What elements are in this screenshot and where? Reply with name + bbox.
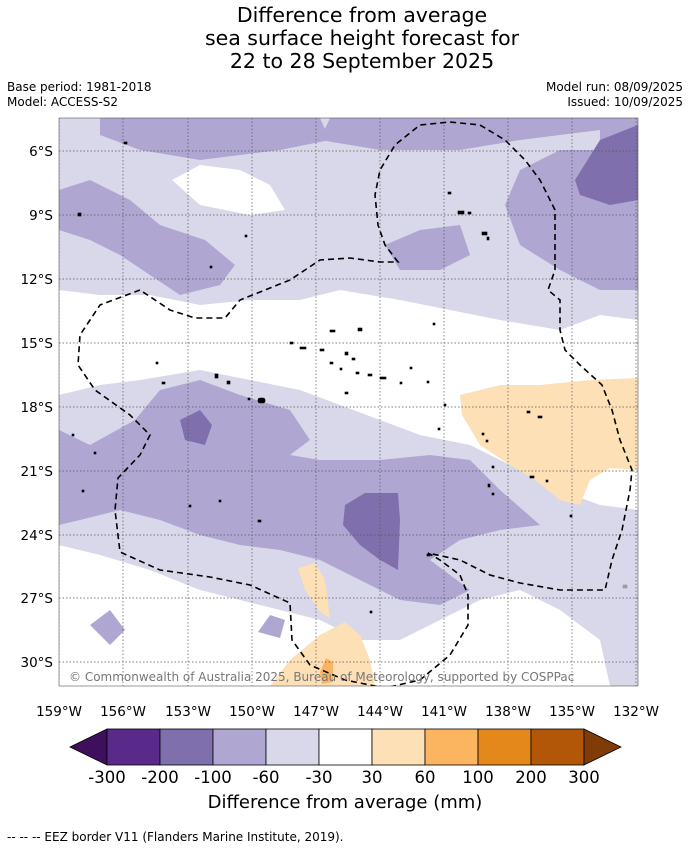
map-plot: © Commonwealth of Australia 2025, Bureau…	[59, 118, 638, 686]
lat-tick-9s: 9°S	[29, 208, 53, 224]
positive-region-south-small	[298, 563, 330, 618]
lat-tick-30s: 30°S	[21, 655, 54, 671]
lon-tick-144w: 144°W	[357, 704, 403, 720]
eez-footnote: -- -- -- EEZ border V11 (Flanders Marine…	[7, 830, 344, 844]
anomaly-region-north-neutral	[172, 165, 285, 215]
title-line-3: 22 to 28 September 2025	[229, 49, 495, 73]
colorbar-bin-1	[106, 728, 161, 766]
lat-tick-6s: 6°S	[29, 144, 53, 160]
anomaly-region-center-mid	[385, 225, 470, 270]
lon-tick-141w: 141°W	[421, 704, 467, 720]
copyright-notice: © Commonwealth of Australia 2025, Bureau…	[69, 670, 574, 684]
colorbar-extend-low	[69, 728, 108, 766]
colorbar-bin-9	[530, 728, 585, 766]
anomaly-region-west-dark	[180, 410, 212, 445]
anomaly-region-ne-mid	[320, 118, 638, 290]
lon-tick-156w: 156°W	[100, 704, 146, 720]
colorbar-tick-m60: -60	[253, 768, 280, 787]
anomaly-region-ne-dark	[575, 125, 638, 205]
colorbar-tick-m100: -100	[194, 768, 231, 787]
colorbar	[69, 728, 622, 766]
anomaly-region-south-mid	[59, 380, 540, 605]
colorbar-bin-8	[477, 728, 532, 766]
colorbar-extend-high	[583, 728, 622, 766]
colorbar-tick-m30: -30	[306, 768, 333, 787]
lat-tick-15s: 15°S	[21, 336, 54, 352]
colorbar-tick-labels: -300 -200 -100 -60 -30 30 60 100 200 300	[88, 768, 599, 787]
colorbar-label: Difference from average (mm)	[207, 792, 483, 813]
anomaly-region-sw-small	[90, 610, 125, 645]
base-period: Base period: 1981-2018	[7, 80, 152, 94]
title-line-2: sea surface height forecast for	[204, 26, 520, 50]
islands	[71, 141, 628, 614]
colorbar-tick-60: 60	[415, 768, 436, 787]
positive-region-south-strong	[320, 658, 333, 684]
lon-tick-159w: 159°W	[36, 704, 82, 720]
gridlines	[59, 118, 638, 686]
issued-date: Issued: 10/09/2025	[567, 95, 683, 109]
lat-tick-27s: 27°S	[21, 591, 54, 607]
anomaly-region-west-mid	[59, 180, 235, 295]
positive-region-east	[460, 378, 638, 505]
colorbar-bin-3	[212, 728, 267, 766]
anomaly-region-nw-mid	[100, 118, 330, 160]
meta-left: Base period: 1981-2018 Model: ACCESS-S2	[7, 80, 152, 110]
lon-tick-labels: 159°W 156°W 153°W 150°W 147°W 144°W 141°…	[36, 704, 659, 720]
colorbar-tick-30: 30	[362, 768, 383, 787]
colorbar-tick-m200: -200	[141, 768, 178, 787]
lon-tick-132w: 132°W	[613, 704, 659, 720]
eez-border-cook-islands	[77, 121, 633, 686]
lon-tick-135w: 135°W	[549, 704, 595, 720]
lon-tick-153w: 153°W	[165, 704, 211, 720]
anomaly-region-center-dark	[343, 493, 400, 570]
colorbar-bin-6	[371, 728, 426, 766]
lat-tick-12s: 12°S	[21, 272, 54, 288]
title-line-1: Difference from average	[236, 3, 488, 27]
colorbar-bin-5	[318, 728, 373, 766]
lon-tick-147w: 147°W	[293, 704, 339, 720]
lat-tick-24s: 24°S	[21, 528, 54, 544]
colorbar-tick-300: 300	[568, 768, 600, 787]
lon-tick-138w: 138°W	[485, 704, 531, 720]
lat-tick-18s: 18°S	[21, 400, 54, 416]
colorbar-tick-200: 200	[515, 768, 547, 787]
colorbar-tick-100: 100	[462, 768, 494, 787]
lat-tick-labels: 6°S 9°S 12°S 15°S 18°S 21°S 24°S 27°S 30…	[21, 144, 54, 671]
model-name: Model: ACCESS-S2	[7, 95, 119, 109]
positive-region-south	[270, 622, 375, 686]
colorbar-bin-4	[265, 728, 320, 766]
map-frame	[58, 117, 639, 687]
colorbar-bin-2	[159, 728, 214, 766]
meta-right: Model run: 08/09/2025 Issued: 10/09/2025	[546, 80, 683, 110]
model-run: Model run: 08/09/2025	[545, 80, 683, 94]
chart-title: Difference from average sea surface heig…	[0, 4, 690, 73]
lon-tick-150w: 150°W	[229, 704, 275, 720]
lat-tick-21s: 21°S	[21, 464, 54, 480]
eez-borders	[77, 121, 633, 686]
colorbar-bin-7	[424, 728, 479, 766]
anomaly-region-s-small	[258, 615, 285, 638]
colorbar-tick-m300: -300	[88, 768, 125, 787]
